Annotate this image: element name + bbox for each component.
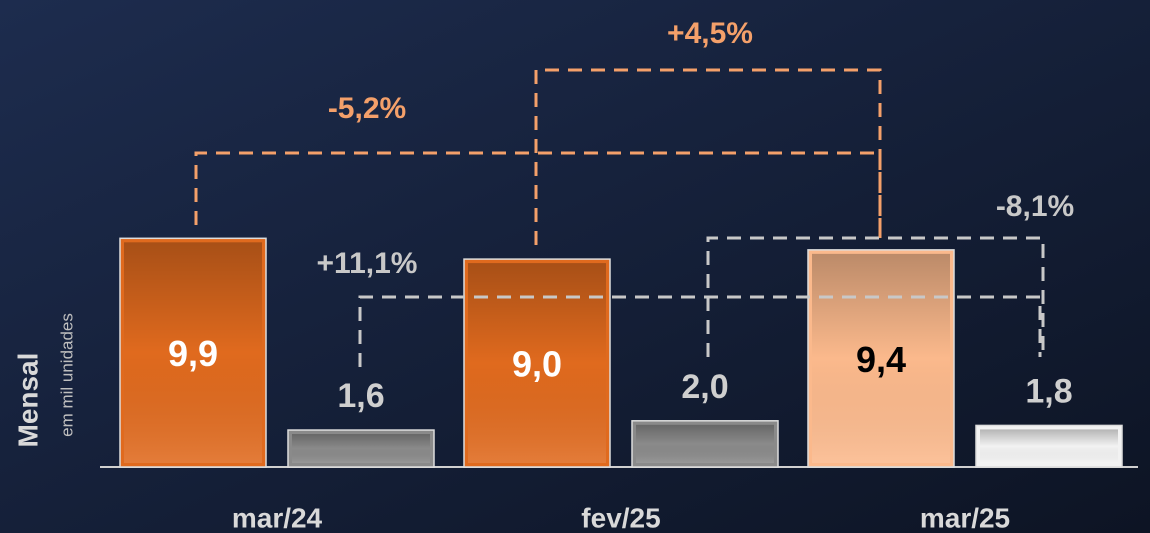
value-label: 2,0 xyxy=(681,368,728,406)
bar-shade xyxy=(980,429,1118,463)
bar-shade xyxy=(124,242,262,463)
annotation: -8,1% xyxy=(996,190,1074,223)
comparison-bracket xyxy=(194,151,882,238)
x-tick-label: mar/24 xyxy=(232,502,323,533)
bar-shade xyxy=(636,424,774,463)
x-tick-label: fev/25 xyxy=(581,502,660,533)
y-axis-subtitle: em mil unidades xyxy=(57,313,76,437)
annotation: -5,2% xyxy=(328,92,406,125)
value-label: 9,0 xyxy=(512,344,562,385)
value-label: 1,6 xyxy=(337,377,384,415)
comparison-bracket xyxy=(534,68,882,245)
value-label: 9,4 xyxy=(856,339,906,380)
bar-shade xyxy=(812,253,950,463)
annotation: +11,1% xyxy=(317,247,418,280)
value-label: 1,8 xyxy=(1025,372,1072,410)
annotation: +4,5% xyxy=(667,17,753,50)
x-tick-label: mar/25 xyxy=(920,502,1010,533)
bar-shade xyxy=(468,263,606,463)
value-label: 9,9 xyxy=(168,333,218,374)
bar-shade xyxy=(292,434,430,463)
y-axis-title: Mensal xyxy=(12,353,43,448)
comparison-bracket xyxy=(358,295,1042,367)
